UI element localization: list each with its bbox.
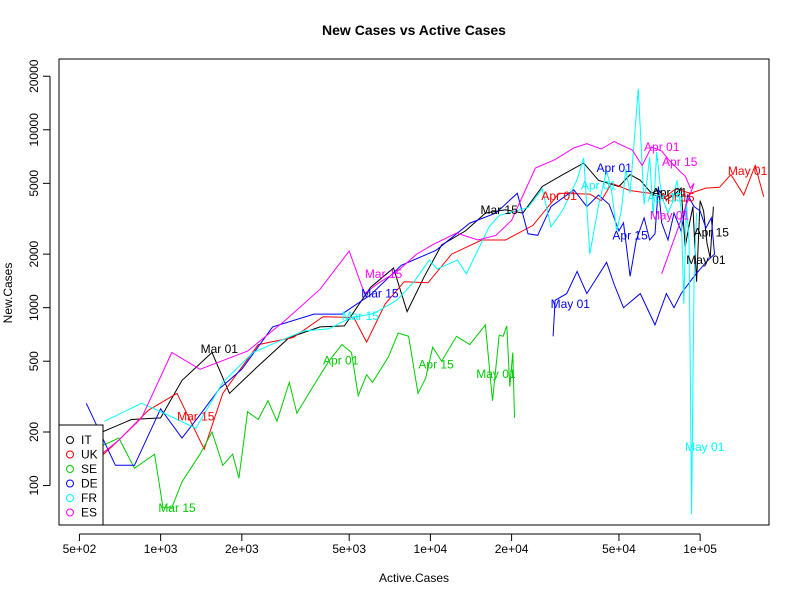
x-tick-label: 1e+04: [414, 542, 448, 556]
annotation-label: May 01: [650, 208, 690, 222]
annotation-label: Apr 15: [659, 191, 695, 205]
x-tick-label: 5e+02: [63, 542, 97, 556]
annotation-label: Apr 01: [541, 189, 577, 203]
annotation-label: Mar 15: [361, 287, 399, 301]
annotation-label: Apr 01: [597, 161, 633, 175]
legend-marker: [66, 465, 74, 473]
annotation-label: Apr 01: [644, 140, 680, 154]
series-line-it: [92, 162, 714, 437]
legend-marker: [66, 494, 74, 502]
legend-marker: [66, 450, 74, 459]
series-line-de: [85, 186, 716, 466]
annotation-label: May 01: [685, 440, 725, 454]
legend-marker: [66, 436, 74, 444]
y-tick-label: 500: [27, 351, 41, 371]
annotation-label: May 01: [476, 367, 516, 381]
annotation-label: Apr 01: [323, 353, 359, 367]
annotation-label: Mar 01: [201, 342, 239, 356]
plot-lines: [85, 88, 765, 515]
series-line-es: [94, 140, 695, 460]
legend-label: ES: [81, 506, 97, 520]
legend-label: IT: [81, 433, 92, 447]
x-tick-label: 2e+03: [225, 542, 259, 556]
annotation-label: Apr 15: [694, 225, 730, 239]
x-tick-label: 2e+04: [495, 542, 529, 556]
x-tick-label: 5e+04: [602, 542, 636, 556]
annotation-label: Apr 15: [612, 228, 648, 242]
annotation-label: Apr 15: [418, 357, 454, 371]
y-tick-label: 20000: [27, 59, 41, 93]
annotation-label: Mar 15: [342, 309, 380, 323]
annotation-label: Mar 15: [365, 267, 403, 281]
y-axis-label: New.Cases: [1, 263, 15, 324]
x-tick-label: 5e+03: [332, 542, 366, 556]
legend-label: UK: [81, 448, 98, 462]
annotation-label: Mar 15: [481, 203, 519, 217]
series-line-se: [94, 323, 515, 509]
annotation-label: Mar 15: [177, 409, 215, 423]
legend-marker: [66, 479, 74, 488]
annotation-label: Apr 01: [581, 179, 617, 193]
legend-label: SE: [81, 462, 97, 476]
x-tick-label: 1e+03: [144, 542, 178, 556]
series-line-fr: [104, 88, 698, 515]
legend-box: [58, 424, 104, 526]
x-tick-label: 1e+05: [683, 542, 717, 556]
y-tick-label: 2000: [27, 240, 41, 267]
y-tick-label: 5000: [27, 170, 41, 197]
y-tick-label: 10000: [27, 113, 41, 147]
chart-title: New Cases vs Active Cases: [322, 22, 506, 38]
y-tick-label: 100: [27, 475, 41, 495]
y-tick-label: 200: [27, 422, 41, 442]
plot-frame: [58, 58, 770, 526]
annotation-label: May 01: [686, 253, 726, 267]
legend-label: DE: [81, 477, 98, 491]
series-line-uk: [88, 163, 765, 469]
legend-marker: [66, 508, 74, 517]
annotation-label: Apr 15: [662, 155, 698, 169]
legend-label: FR: [81, 491, 97, 505]
annotation-label: Apr 01: [652, 185, 688, 199]
annotation-label: May 01: [728, 164, 768, 178]
x-axis-label: Active.Cases: [379, 571, 449, 585]
annotation-label: Apr 15: [647, 191, 683, 205]
y-tick-label: 1000: [27, 294, 41, 321]
annotation-label: Mar 15: [158, 501, 196, 515]
axes: 5e+02 1e+03 2e+03 5e+03 1e+04 2e+04 5e+04 1e+05…: [27, 59, 717, 556]
annotation-label: May 01: [551, 297, 591, 311]
